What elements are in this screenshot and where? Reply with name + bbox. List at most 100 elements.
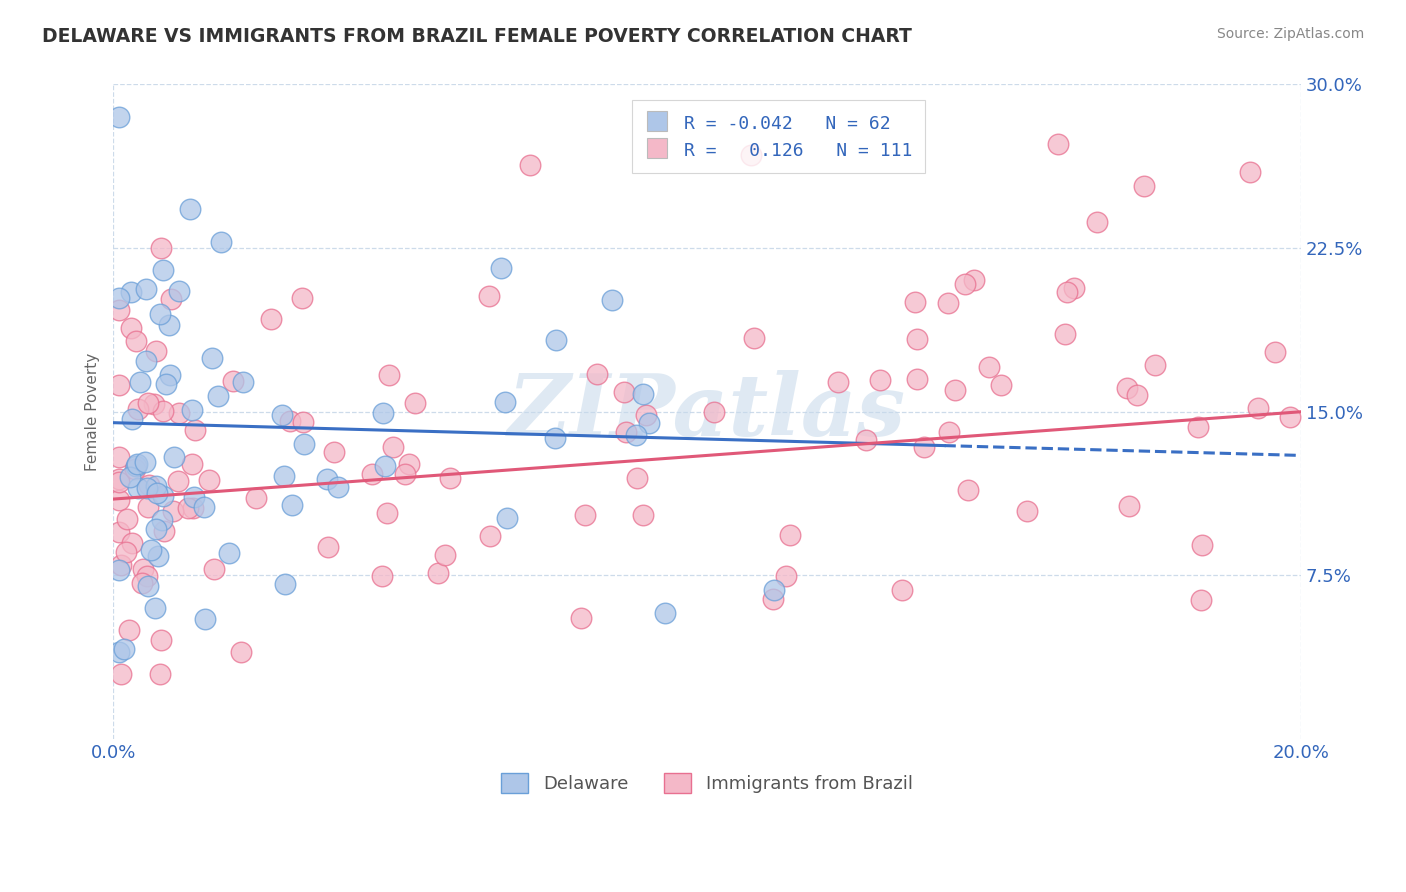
Point: [1118, 499, 1140, 513]
Point: [162, 503, 184, 517]
Point: [271, 408, 294, 422]
Point: [108, 645, 131, 659]
Point: [370, 569, 392, 583]
Point: [494, 395, 516, 409]
Point: [1133, 178, 1156, 193]
Point: [108, 493, 131, 508]
Point: [1191, 538, 1213, 552]
Point: [135, 481, 157, 495]
Point: [292, 415, 315, 429]
Point: [979, 360, 1001, 375]
Point: [108, 524, 131, 539]
Point: [138, 478, 160, 492]
Point: [360, 467, 382, 482]
Point: [1278, 410, 1301, 425]
Point: [181, 501, 204, 516]
Point: [145, 343, 167, 358]
Point: [108, 450, 131, 464]
Point: [585, 367, 607, 381]
Point: [114, 545, 136, 559]
Point: [904, 295, 927, 310]
Point: [957, 483, 980, 498]
Point: [222, 374, 245, 388]
Point: [626, 471, 648, 485]
Point: [155, 376, 177, 391]
Point: [1125, 388, 1147, 402]
Point: [381, 440, 404, 454]
Point: [703, 405, 725, 419]
Point: [912, 440, 935, 454]
Point: [891, 583, 914, 598]
Point: [148, 549, 170, 564]
Point: [136, 500, 159, 514]
Point: [427, 566, 450, 580]
Point: [963, 273, 986, 287]
Point: [193, 500, 215, 514]
Point: [118, 623, 141, 637]
Point: [127, 402, 149, 417]
Point: [827, 375, 849, 389]
Point: [292, 436, 315, 450]
Point: [120, 285, 142, 299]
Text: DELAWARE VS IMMIGRANTS FROM BRAZIL FEMALE POVERTY CORRELATION CHART: DELAWARE VS IMMIGRANTS FROM BRAZIL FEMAL…: [42, 27, 912, 45]
Point: [181, 457, 204, 471]
Point: [273, 469, 295, 483]
Point: [519, 158, 541, 172]
Point: [141, 542, 163, 557]
Point: [134, 454, 156, 468]
Point: [434, 548, 457, 562]
Point: [108, 110, 131, 124]
Point: [145, 479, 167, 493]
Text: ZIPatlas: ZIPatlas: [508, 370, 905, 453]
Point: [742, 331, 765, 345]
Point: [631, 508, 654, 523]
Point: [322, 444, 344, 458]
Point: [125, 334, 148, 348]
Point: [209, 235, 232, 249]
Point: [108, 563, 131, 577]
Point: [1063, 280, 1085, 294]
Point: [149, 666, 172, 681]
Point: [613, 384, 636, 399]
Point: [183, 490, 205, 504]
Point: [624, 428, 647, 442]
Point: [631, 386, 654, 401]
Point: [260, 311, 283, 326]
Point: [479, 529, 502, 543]
Point: [143, 601, 166, 615]
Point: [245, 491, 267, 505]
Point: [181, 403, 204, 417]
Point: [569, 611, 592, 625]
Point: [150, 241, 173, 255]
Point: [1239, 165, 1261, 179]
Point: [129, 375, 152, 389]
Point: [478, 289, 501, 303]
Point: [110, 558, 132, 572]
Point: [905, 333, 928, 347]
Point: [762, 582, 785, 597]
Point: [404, 396, 426, 410]
Point: [374, 458, 396, 473]
Point: [125, 457, 148, 471]
Point: [179, 202, 201, 216]
Point: [762, 591, 785, 606]
Point: [638, 416, 661, 430]
Point: [202, 562, 225, 576]
Point: [150, 513, 173, 527]
Point: [108, 472, 131, 486]
Point: [166, 474, 188, 488]
Point: [375, 506, 398, 520]
Point: [1056, 285, 1078, 299]
Point: [600, 293, 623, 307]
Point: [281, 499, 304, 513]
Point: [953, 277, 976, 291]
Point: [136, 569, 159, 583]
Point: [232, 376, 254, 390]
Point: [1054, 327, 1077, 342]
Point: [163, 450, 186, 464]
Point: [167, 407, 190, 421]
Point: [136, 396, 159, 410]
Point: [152, 263, 174, 277]
Point: [945, 383, 967, 397]
Point: [938, 425, 960, 439]
